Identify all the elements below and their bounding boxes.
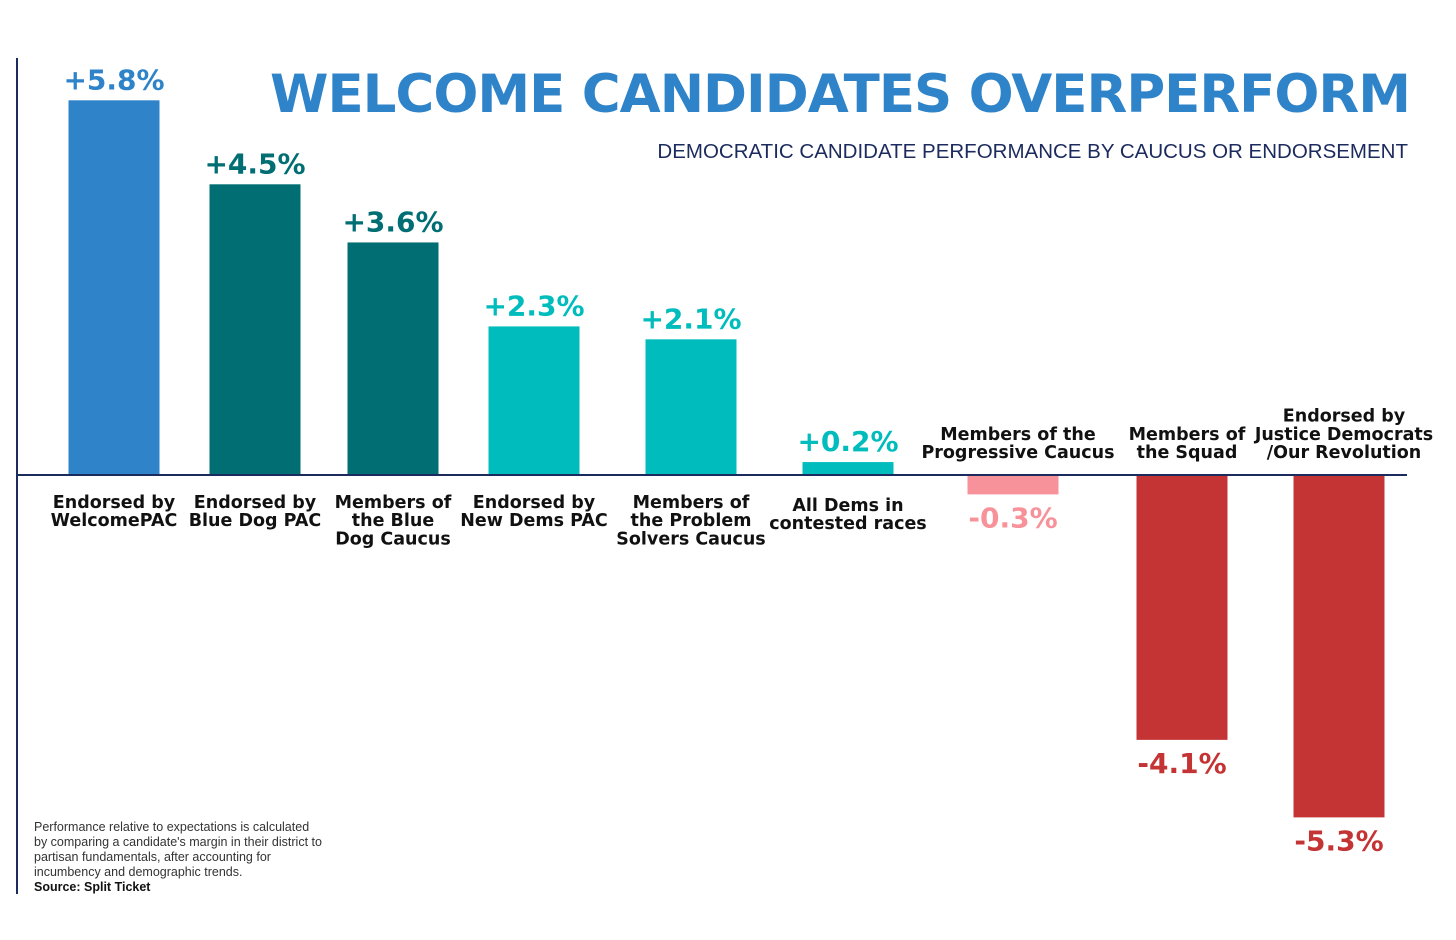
category-label-line: Progressive Caucus [921,443,1114,463]
category-label-9: Endorsed by Justice Democrats/Our Revolut… [1254,407,1433,463]
source-label: Source: Split Ticket [34,880,151,894]
bar-1 [68,100,160,475]
category-label-line: Endorsed by [1283,407,1406,427]
value-label-5: +2.1% [640,302,741,335]
category-label-2: Endorsed by Blue Dog PAC [189,493,322,531]
category-label-line: /Our Revolution [1267,443,1422,463]
bar-3 [347,242,439,475]
footnote-line: incumbency and demographic trends. [34,865,242,879]
category-label-line: Blue Dog PAC [189,511,322,531]
category-label-1: Endorsed by WelcomePAC [51,493,178,531]
footnote-line: Performance relative to expectations is … [34,820,309,834]
value-label-6: +0.2% [797,425,898,458]
chart-subtitle: DEMOCRATIC CANDIDATE PERFORMANCE BY CAUC… [657,140,1408,163]
bar-7 [967,475,1059,495]
footnote-line: partisan fundamentals, after accounting … [34,850,271,864]
bar-6 [802,462,894,475]
value-label-7: -0.3% [968,501,1057,534]
category-label-line: Dog Caucus [335,529,451,549]
category-label-line: Endorsed by [53,493,176,513]
category-label-line: the Blue [352,511,435,531]
bar-8 [1136,475,1228,740]
category-label-5: Members of the Problem Solvers Caucus [616,493,765,549]
category-label-line: Endorsed by [194,493,317,513]
bar-5 [645,339,737,475]
footnote-line: by comparing a candidate's margin in the… [34,835,322,849]
bar-4 [488,326,580,475]
category-label-line: contested races [769,514,926,534]
category-label-7: Members of the Progressive Caucus [921,425,1114,463]
value-label-8: -4.1% [1137,747,1226,780]
category-label-line: the Squad [1137,443,1238,463]
category-label-6: All Dems in contested races [769,496,926,534]
value-label-9: -5.3% [1294,824,1383,857]
bar-2 [209,184,301,476]
chart-title: WELCOME CANDIDATES OVERPERFORM [270,64,1410,125]
bars-group [68,100,1385,818]
value-label-1: +5.8% [63,63,164,96]
category-label-line: Members of [1129,425,1246,445]
category-label-line: Members of [633,493,750,513]
category-label-line: WelcomePAC [51,511,178,531]
category-label-8: Members of the Squad [1129,425,1246,463]
bar-9 [1293,475,1385,818]
footnote: Performance relative to expectations is … [34,820,322,879]
category-label-line: Members of [335,493,452,513]
category-label-line: All Dems in [792,496,903,516]
category-label-line: Justice Democrats [1254,425,1433,445]
category-label-line: Endorsed by [473,493,596,513]
category-label-line: New Dems PAC [460,511,608,531]
category-label-line: the Problem [631,511,752,531]
value-label-2: +4.5% [204,147,305,180]
category-label-4: Endorsed by New Dems PAC [460,493,608,531]
value-label-4: +2.3% [483,289,584,322]
value-labels-group: +5.8% +4.5% +3.6% +2.3% +2.1% +0.2% -0.3% -4.1%… [63,63,1383,857]
value-label-3: +3.6% [342,205,443,238]
category-label-line: Members of the [940,425,1096,445]
category-label-3: Members of the Blue Dog Caucus [335,493,452,549]
category-label-line: Solvers Caucus [616,529,765,549]
